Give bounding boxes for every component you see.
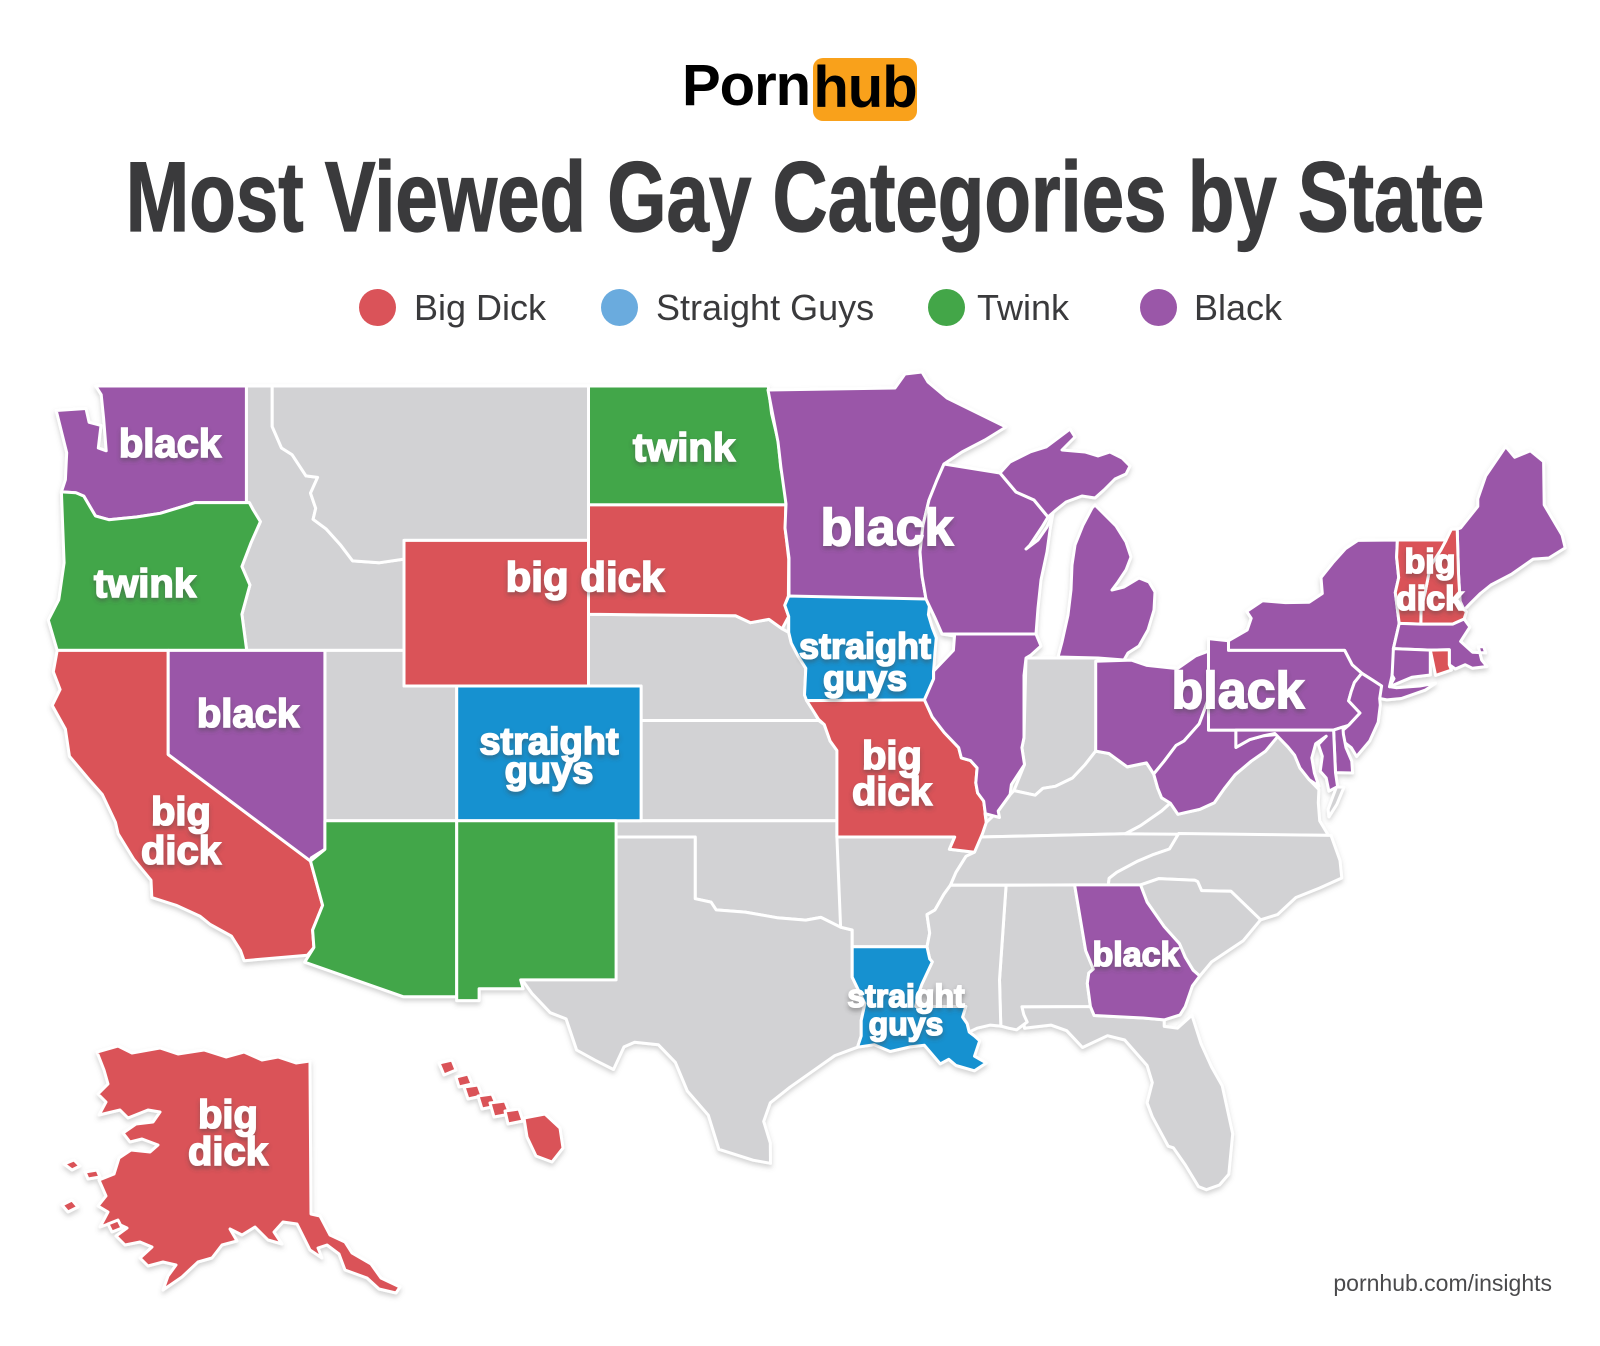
svg-text:straight: straight bbox=[847, 978, 965, 1014]
svg-text:black: black bbox=[1093, 936, 1180, 974]
svg-text:black: black bbox=[821, 499, 954, 557]
svg-text:dick: dick bbox=[141, 829, 222, 873]
svg-text:guys: guys bbox=[823, 658, 907, 699]
svg-text:twink: twink bbox=[633, 426, 736, 470]
svg-text:big: big bbox=[198, 1093, 258, 1137]
svg-text:big: big bbox=[862, 734, 922, 778]
svg-text:big: big bbox=[151, 790, 211, 834]
svg-text:twink: twink bbox=[94, 562, 197, 606]
svg-text:black: black bbox=[1172, 662, 1305, 720]
svg-text:straight: straight bbox=[799, 626, 931, 667]
svg-text:dick: dick bbox=[1396, 580, 1464, 618]
svg-text:big: big bbox=[1405, 543, 1456, 581]
svg-text:dick: dick bbox=[852, 770, 933, 814]
svg-text:guys: guys bbox=[505, 750, 594, 792]
svg-text:big dick: big dick bbox=[506, 554, 665, 601]
svg-text:black: black bbox=[197, 692, 300, 736]
svg-text:guys: guys bbox=[869, 1006, 944, 1042]
svg-text:black: black bbox=[119, 422, 222, 466]
svg-text:straight: straight bbox=[479, 721, 619, 763]
svg-text:dick: dick bbox=[188, 1130, 269, 1174]
